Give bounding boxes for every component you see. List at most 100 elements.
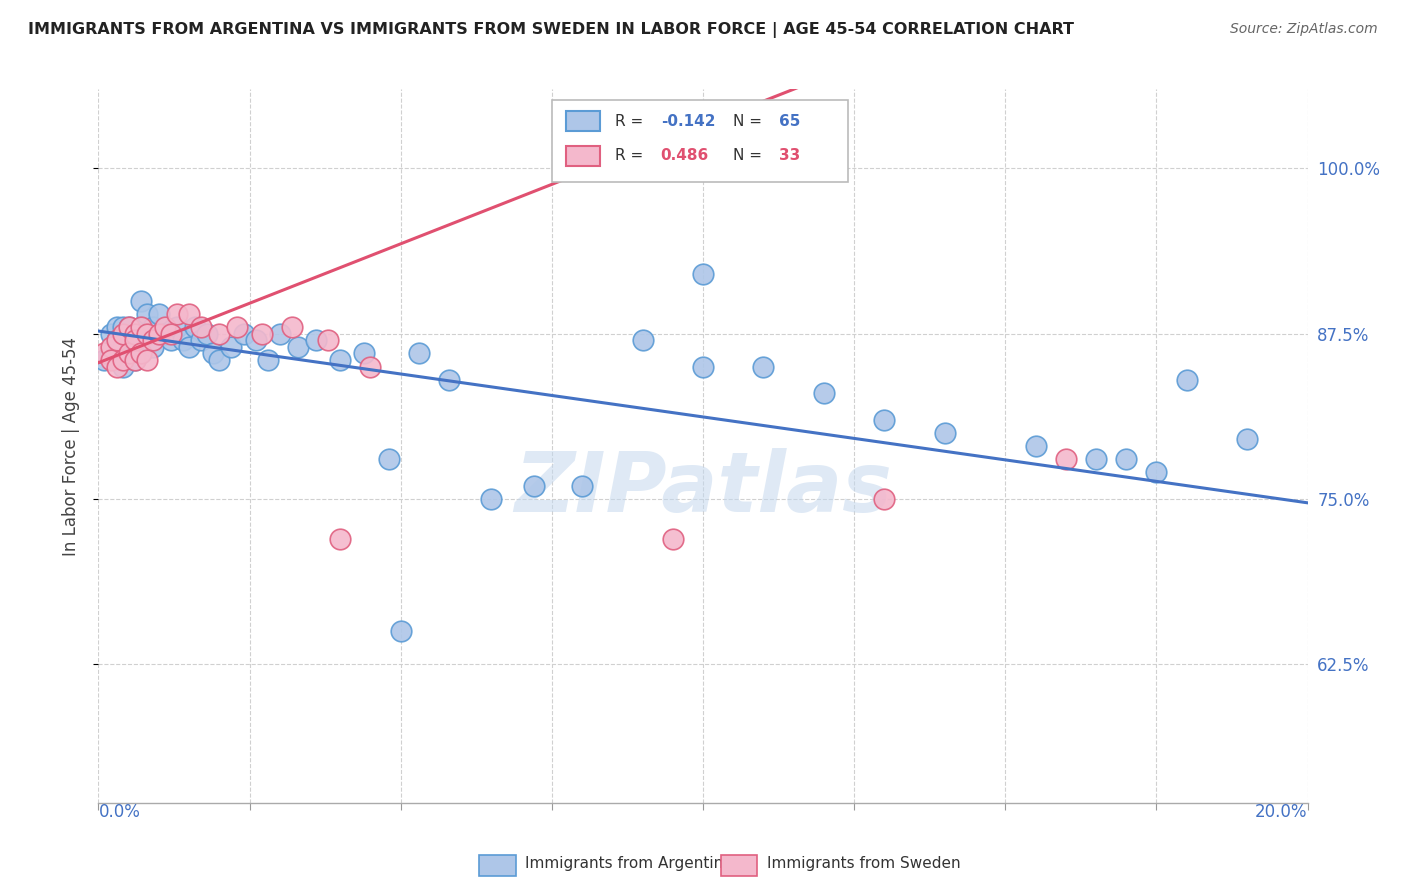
- Point: [190, 333, 212, 347]
- Point: [111, 353, 134, 368]
- Point: [934, 425, 956, 440]
- Point: [129, 320, 152, 334]
- Point: [153, 320, 176, 334]
- Point: [142, 333, 165, 347]
- Point: [226, 320, 249, 334]
- Point: [245, 333, 267, 347]
- Point: [160, 333, 183, 347]
- Text: Immigrants from Sweden: Immigrants from Sweden: [768, 856, 960, 871]
- Point: [142, 340, 165, 354]
- Point: [124, 353, 146, 368]
- Point: [105, 359, 128, 374]
- FancyBboxPatch shape: [721, 855, 758, 876]
- Point: [100, 346, 122, 360]
- Point: [523, 478, 546, 492]
- Point: [662, 532, 685, 546]
- Point: [813, 386, 835, 401]
- Point: [281, 320, 304, 334]
- Point: [316, 333, 339, 347]
- Text: 33: 33: [779, 148, 800, 163]
- Point: [135, 353, 157, 368]
- FancyBboxPatch shape: [567, 112, 600, 131]
- Point: [100, 326, 122, 341]
- Point: [124, 353, 146, 368]
- Text: Source: ZipAtlas.com: Source: ZipAtlas.com: [1230, 22, 1378, 37]
- Point: [179, 340, 201, 354]
- Point: [166, 320, 188, 334]
- Point: [129, 326, 152, 341]
- Point: [129, 293, 152, 308]
- Text: ZIPatlas: ZIPatlas: [515, 449, 891, 529]
- Text: 65: 65: [779, 114, 800, 128]
- Point: [124, 333, 146, 347]
- Point: [129, 346, 152, 360]
- Text: IMMIGRANTS FROM ARGENTINA VS IMMIGRANTS FROM SWEDEN IN LABOR FORCE | AGE 45-54 C: IMMIGRANTS FROM ARGENTINA VS IMMIGRANTS …: [28, 22, 1074, 38]
- Point: [256, 353, 278, 368]
- Point: [329, 353, 352, 368]
- Point: [111, 340, 134, 354]
- Point: [377, 452, 399, 467]
- Point: [250, 326, 273, 341]
- Point: [190, 320, 212, 334]
- Point: [184, 320, 207, 334]
- Text: 0.486: 0.486: [661, 148, 709, 163]
- Point: [148, 307, 170, 321]
- Point: [129, 320, 152, 334]
- Point: [389, 624, 412, 638]
- Point: [329, 532, 352, 546]
- FancyBboxPatch shape: [479, 855, 516, 876]
- Point: [873, 412, 896, 426]
- FancyBboxPatch shape: [567, 145, 600, 166]
- Point: [873, 491, 896, 506]
- Point: [142, 320, 165, 334]
- Point: [360, 359, 382, 374]
- Text: N =: N =: [734, 114, 768, 128]
- Point: [195, 326, 218, 341]
- Point: [93, 353, 115, 368]
- Text: R =: R =: [614, 114, 648, 128]
- Point: [1054, 452, 1077, 467]
- Point: [208, 326, 231, 341]
- Point: [124, 333, 146, 347]
- Point: [105, 320, 128, 334]
- Y-axis label: In Labor Force | Age 45-54: In Labor Force | Age 45-54: [62, 336, 80, 556]
- Point: [1236, 433, 1258, 447]
- Point: [631, 333, 654, 347]
- Point: [1115, 452, 1137, 467]
- Text: R =: R =: [614, 148, 648, 163]
- Point: [111, 326, 134, 341]
- Point: [105, 333, 128, 347]
- Point: [93, 346, 115, 360]
- Text: Immigrants from Argentina: Immigrants from Argentina: [526, 856, 733, 871]
- Point: [148, 326, 170, 341]
- Point: [232, 326, 254, 341]
- Point: [166, 307, 188, 321]
- Point: [208, 353, 231, 368]
- Point: [1024, 439, 1046, 453]
- Point: [118, 326, 141, 341]
- Point: [160, 326, 183, 341]
- Point: [153, 326, 176, 341]
- Point: [135, 326, 157, 341]
- Point: [118, 346, 141, 360]
- Text: 20.0%: 20.0%: [1256, 803, 1308, 821]
- Point: [437, 373, 460, 387]
- Point: [100, 340, 122, 354]
- Point: [305, 333, 328, 347]
- Point: [111, 359, 134, 374]
- Point: [124, 346, 146, 360]
- Text: 0.0%: 0.0%: [98, 803, 141, 821]
- Text: -0.142: -0.142: [661, 114, 716, 128]
- Point: [571, 478, 593, 492]
- Point: [1085, 452, 1108, 467]
- Point: [221, 340, 243, 354]
- Point: [135, 333, 157, 347]
- Point: [287, 340, 309, 354]
- Point: [752, 359, 775, 374]
- Point: [692, 359, 714, 374]
- Point: [1175, 373, 1198, 387]
- Point: [353, 346, 375, 360]
- Point: [118, 346, 141, 360]
- Point: [105, 333, 128, 347]
- Point: [1144, 466, 1167, 480]
